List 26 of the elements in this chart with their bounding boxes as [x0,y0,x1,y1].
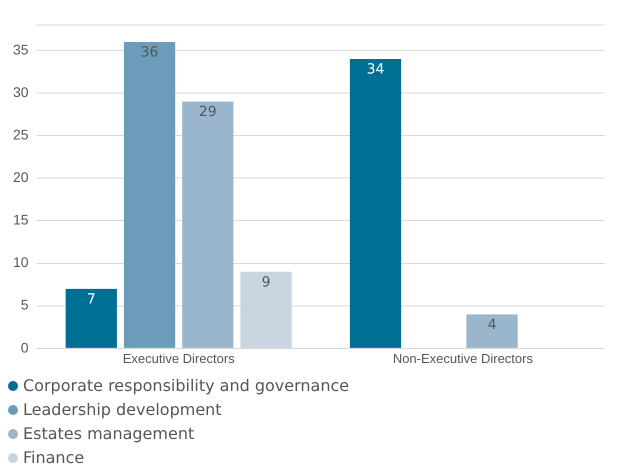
data-label: 29 [198,104,217,120]
x-tick-label: Non-Executive Directors [392,350,534,366]
y-tick-label: 30 [12,84,29,100]
data-label: 9 [262,274,271,290]
bar [182,102,234,348]
legend-label: Leadership development [23,399,222,421]
y-tick-label: 35 [12,41,29,58]
bar [66,288,117,348]
legend-label: Corporate responsibility and governance [23,375,350,397]
bar [124,42,176,348]
legend-label: Estates management [23,423,194,445]
y-tick-label: 0 [20,339,29,356]
y-tick-label: 20 [12,169,29,186]
data-label: 7 [86,291,96,308]
data-label: 4 [488,317,497,333]
y-tick-label: 5 [20,296,29,313]
data-label: 34 [366,62,384,78]
bar [350,59,402,348]
bar [240,272,292,348]
legend-label: Finance [23,447,84,464]
y-tick-label: 10 [12,254,29,270]
y-tick-label: 25 [12,126,29,142]
data-label: 36 [140,44,159,61]
y-tick-label: 15 [12,212,29,228]
bar [466,314,518,348]
x-tick-label: Executive Directors [122,350,236,366]
